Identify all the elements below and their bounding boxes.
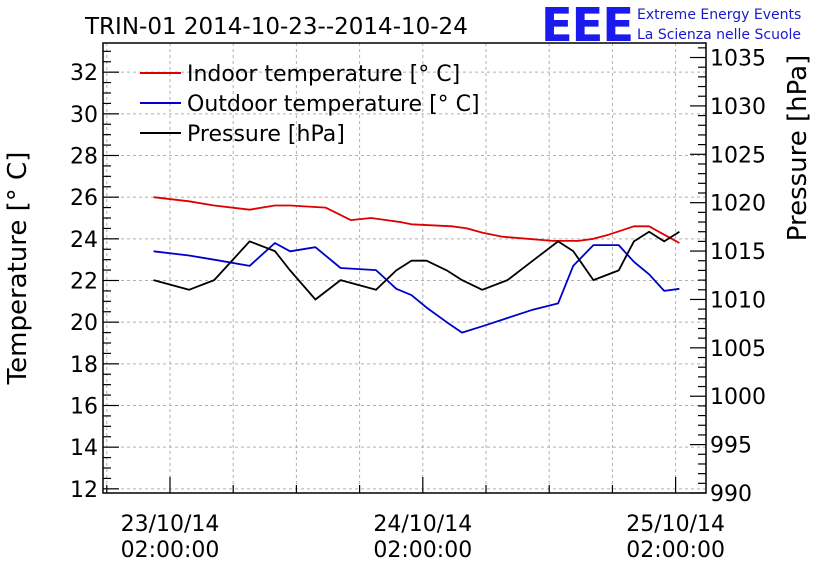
y2-tick-label: 1015 [710,240,766,265]
logo-line-1: Extreme Energy Events [637,7,801,23]
y-tick-label: 30 [70,103,98,128]
y-tick-label: 28 [70,145,98,170]
y-tick-label: 14 [70,436,98,461]
series-lines [153,196,680,334]
y2-tick-label: 995 [710,434,752,459]
legend-label-pressure: Pressure [hPa] [187,122,345,147]
series-pressure [153,230,680,301]
y-tick-label: 18 [70,353,98,378]
logo-mark: EEE [541,0,633,52]
legend-label-indoor: Indoor temperature [° C] [187,62,460,87]
chart-title: TRIN-01 2014-10-23--2014-10-24 [84,14,468,40]
x-tick-label-time: 02:00:00 [121,538,220,563]
y2-axis-title: Pressure [hPa] [783,55,813,242]
y-tick-label: 12 [70,478,98,503]
legend-label-outdoor: Outdoor temperature [° C] [187,92,480,117]
plot-frame [102,42,707,494]
logo-line-2: La Scienza nelle Scuole [637,27,801,43]
eee-logo: EEE Extreme Energy Events La Scienza nel… [541,0,801,52]
y2-tick-label: 1005 [710,337,766,362]
y-tick-label: 22 [70,270,98,295]
y-tick-label: 20 [70,311,98,336]
y-axis-title: Temperature [° C] [3,152,33,386]
y-tick-label: 32 [70,61,98,86]
y2-tick-label: 1000 [710,385,766,410]
x-tick-label-date: 24/10/14 [373,512,472,537]
x-tick-label-date: 25/10/14 [626,512,725,537]
y2-tick-label: 1030 [710,95,766,120]
y2-tick-label: 990 [710,482,752,507]
axis-ticks [103,47,706,494]
y2-tick-label: 1010 [710,288,766,313]
x-tick-label-time: 02:00:00 [373,538,472,563]
series-outdoor-temperature [153,242,680,334]
series-indoor-temperature [153,196,680,244]
y2-tick-label: 1035 [710,47,766,72]
y2-tick-label: 1020 [710,192,766,217]
tick-labels: 12 14 16 18 20 22 24 26 28 30 32 990 995 1000 1005 1010… [70,47,766,563]
y-tick-label: 24 [70,228,98,253]
legend: Indoor temperature [° C] Outdoor tempera… [140,62,480,147]
x-tick-label-time: 02:00:00 [626,538,725,563]
y-tick-label: 26 [70,186,98,211]
x-tick-label-date: 23/10/14 [121,512,220,537]
y2-tick-label: 1025 [710,143,766,168]
y-tick-label: 16 [70,395,98,420]
grid-lines [103,43,706,493]
